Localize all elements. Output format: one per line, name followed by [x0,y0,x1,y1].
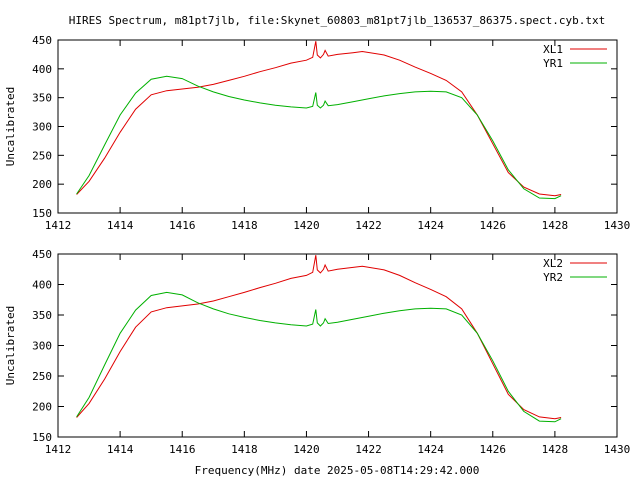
panel-2-y-tick-label: 150 [32,431,52,444]
panel-2-x-tick-label: 1418 [231,443,258,456]
panel-1-series-line-XL1 [76,41,562,197]
chart-title: HIRES Spectrum, m81pt7jlb, file:Skynet_6… [69,14,605,27]
x-axis-label: Frequency(MHz) date 2025-05-08T14:29:42.… [195,464,480,477]
panel-1-y-tick-label: 150 [32,207,52,220]
panel-2-legend-label-YR2: YR2 [543,271,563,284]
panel-1-x-tick-label: 1426 [480,219,507,232]
panel-2-x-tick-label: 1414 [107,443,134,456]
panel-2-y-tick-label: 300 [32,340,52,353]
panel-2-x-tick-label: 1422 [355,443,382,456]
panel-2-series-line-XL2 [76,255,562,420]
panel-1-y-tick-label: 350 [32,92,52,105]
panel-1-legend-label-XL1: XL1 [543,43,563,56]
panel-2-x-tick-label: 1412 [45,443,72,456]
panel-2-y-tick-label: 200 [32,401,52,414]
panel-1-y-tick-label: 400 [32,63,52,76]
panel-2-y-tick-label: 400 [32,279,52,292]
panel-1-y-tick-label: 450 [32,34,52,47]
panel-1-y-axis-label: Uncalibrated [4,87,17,166]
panel-1-plot-frame [57,39,618,214]
panel-1-x-tick-label: 1424 [417,219,444,232]
panel-1-x-tick-label: 1412 [45,219,72,232]
panel-1-x-tick-label: 1414 [107,219,134,232]
panel-1-x-tick-label: 1430 [604,219,631,232]
panel-1-x-tick-label: 1428 [542,219,569,232]
panel-2-x-tick-label: 1416 [169,443,196,456]
panel-1-y-tick-label: 250 [32,149,52,162]
panel-1-x-tick-label: 1416 [169,219,196,232]
panel-2-x-tick-label: 1430 [604,443,631,456]
panel-2-x-tick-label: 1424 [417,443,444,456]
panel-2-y-axis-label: Uncalibrated [4,306,17,385]
panel-1-y-tick-label: 200 [32,178,52,191]
panel-2-plot-frame [57,253,618,438]
panel-2-x-tick-label: 1428 [542,443,569,456]
panel-1-legend-label-YR1: YR1 [543,57,563,70]
panel-2-y-tick-label: 450 [32,248,52,261]
panel-1-x-tick-label: 1422 [355,219,382,232]
panel-2-series-line-YR2 [76,291,562,423]
panel-2-x-tick-label: 1426 [480,443,507,456]
panel-1-x-tick-label: 1420 [293,219,320,232]
panel-1-series-line-YR1 [76,75,562,200]
panel-1-x-tick-label: 1418 [231,219,258,232]
panel-2-y-tick-label: 350 [32,309,52,322]
panel-2-y-tick-label: 250 [32,370,52,383]
panel-2-x-tick-label: 1420 [293,443,320,456]
panel-2-legend-label-XL2: XL2 [543,257,563,270]
panel-1-y-tick-label: 300 [32,121,52,134]
